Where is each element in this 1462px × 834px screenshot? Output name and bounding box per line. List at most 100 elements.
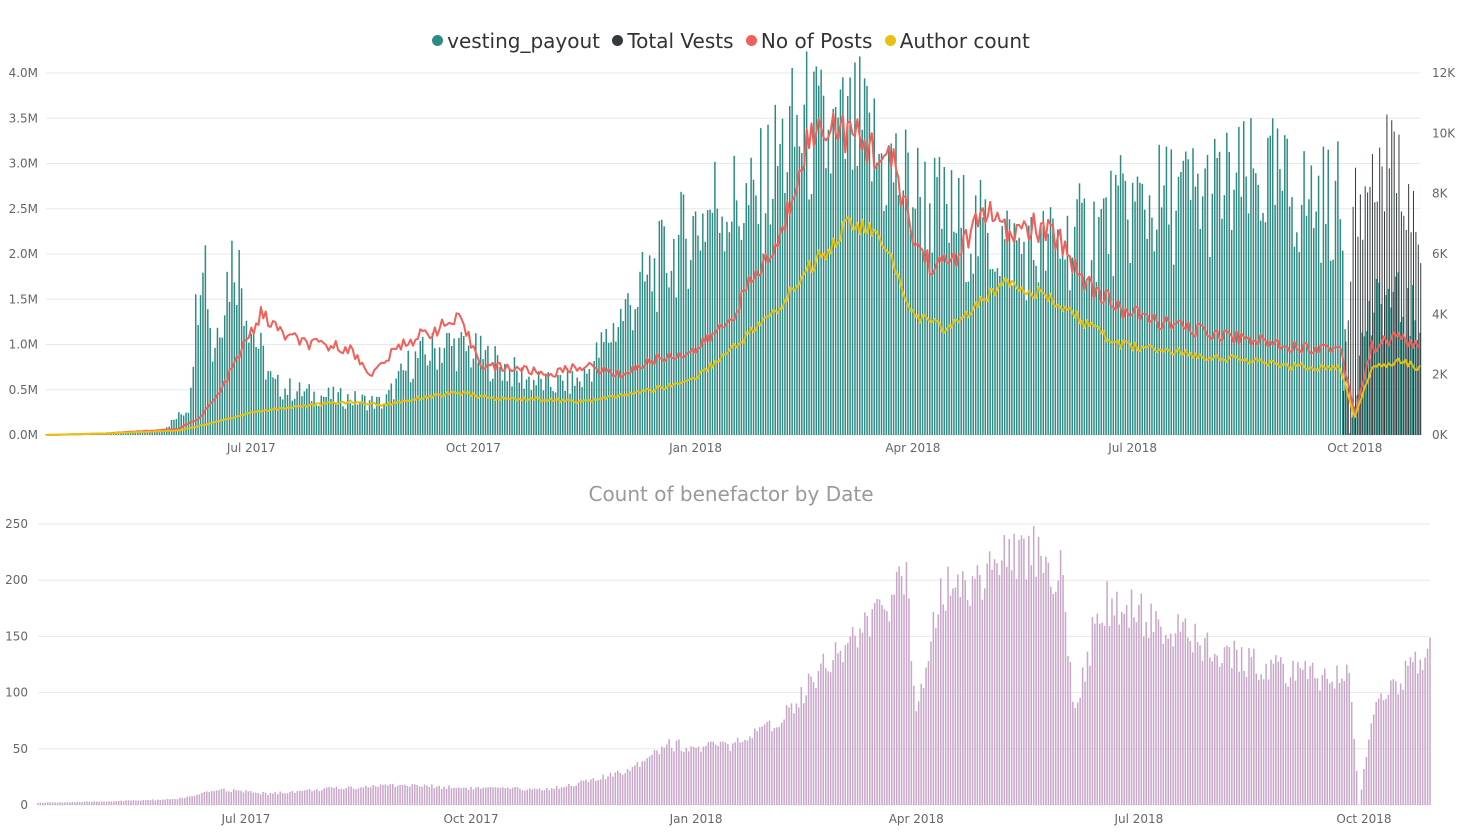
benefactor-bar bbox=[276, 794, 279, 805]
top-chart-lines bbox=[45, 112, 1421, 436]
vesting-payout-bar bbox=[293, 398, 296, 435]
vesting-payout-bar bbox=[718, 232, 721, 435]
benefactor-bar bbox=[675, 740, 678, 805]
benefactor-bar bbox=[590, 779, 592, 805]
vesting-payout-bar bbox=[735, 200, 738, 435]
benefactor-bar bbox=[1350, 702, 1353, 805]
benefactor-bar bbox=[1111, 598, 1113, 805]
vesting-payout-bar bbox=[1250, 118, 1252, 435]
vesting-payout-bar bbox=[250, 333, 253, 435]
left-axis-tick-label: 2.0M bbox=[9, 247, 38, 261]
vesting-payout-bar bbox=[1368, 300, 1371, 435]
benefactor-bar bbox=[824, 668, 827, 805]
vesting-payout-bar bbox=[499, 367, 501, 435]
vesting-payout-bar bbox=[525, 379, 528, 435]
vesting-payout-bar bbox=[1407, 288, 1409, 435]
benefactor-bar bbox=[768, 720, 771, 805]
benefactor-bar bbox=[979, 574, 981, 805]
benefactor-bar bbox=[372, 785, 374, 805]
benefactor-bar bbox=[555, 785, 558, 805]
benefactor-bar bbox=[577, 782, 580, 805]
vesting-payout-bar bbox=[1028, 225, 1030, 435]
vesting-payout-bar bbox=[982, 217, 984, 435]
benefactor-bar bbox=[301, 790, 303, 805]
benefactor-bar bbox=[1338, 682, 1341, 805]
benefactor-bar bbox=[1245, 676, 1248, 805]
benefactor-bar bbox=[859, 628, 861, 805]
vesting-payout-bar bbox=[919, 196, 921, 435]
vesting-payout-bar bbox=[938, 156, 941, 435]
benefactor-bar bbox=[624, 773, 626, 805]
vesting-payout-bar bbox=[562, 380, 564, 435]
vesting-payout-bar bbox=[1153, 251, 1156, 435]
benefactor-bar bbox=[440, 788, 443, 805]
legend-item-author-count[interactable]: Author count bbox=[884, 29, 1030, 53]
benefactor-bar bbox=[328, 787, 330, 805]
benefactor-bar bbox=[996, 563, 998, 805]
vesting-payout-bar bbox=[904, 129, 907, 435]
total-vests-bar bbox=[1405, 230, 1407, 435]
benefactor-bar bbox=[839, 650, 842, 805]
vesting-payout-bar bbox=[1042, 211, 1045, 435]
benefactor-bar bbox=[886, 611, 888, 805]
vesting-payout-bar bbox=[788, 106, 791, 435]
benefactor-bar bbox=[1211, 661, 1214, 805]
vesting-payout-bar bbox=[245, 320, 248, 435]
vesting-payout-bar bbox=[1192, 148, 1194, 435]
vesting-payout-bar bbox=[414, 351, 417, 435]
benefactor-bar bbox=[135, 800, 137, 805]
legend-item-no-of-posts[interactable]: No of Posts bbox=[745, 29, 872, 53]
benefactor-bar bbox=[1221, 662, 1223, 805]
vesting-payout-bar bbox=[653, 258, 656, 435]
vesting-payout-bar bbox=[600, 332, 603, 435]
benefactor-bar bbox=[56, 802, 59, 805]
legend-item-total-vests[interactable]: Total Vests bbox=[612, 29, 734, 53]
vesting-payout-bar bbox=[1199, 228, 1202, 435]
benefactor-bar bbox=[952, 588, 954, 805]
vesting-payout-bar bbox=[479, 335, 482, 435]
legend-marker-no-of-posts bbox=[745, 35, 757, 46]
benefactor-bar bbox=[132, 800, 135, 805]
vesting-payout-bar bbox=[1112, 276, 1115, 435]
benefactor-bar bbox=[362, 787, 365, 805]
vesting-payout-bar bbox=[895, 133, 897, 436]
benefactor-bar bbox=[599, 779, 602, 805]
vesting-payout-bar bbox=[1315, 211, 1317, 435]
legend-item-vesting-payout[interactable]: vesting_payout bbox=[432, 29, 600, 53]
vesting-payout-bar bbox=[675, 297, 678, 435]
benefactor-bar bbox=[294, 792, 296, 805]
vesting-payout-bar bbox=[535, 385, 537, 435]
benefactor-bar bbox=[1262, 679, 1265, 805]
vesting-payout-bar bbox=[994, 271, 996, 435]
vesting-payout-bar bbox=[390, 383, 393, 435]
vesting-payout-bar bbox=[402, 370, 405, 435]
benefactor-bar bbox=[1120, 611, 1123, 805]
benefactor-bar bbox=[776, 727, 778, 805]
vesting-payout-bar bbox=[921, 250, 924, 435]
vesting-payout-bar bbox=[1180, 172, 1182, 435]
benefactor-bar bbox=[641, 761, 644, 805]
total-vests-bar bbox=[1412, 190, 1414, 435]
vesting-payout-bar bbox=[576, 377, 578, 435]
benefactor-bar bbox=[842, 662, 844, 805]
total-vests-bar bbox=[1359, 194, 1361, 435]
benefactor-bar bbox=[218, 790, 220, 805]
benefactor-bar bbox=[1429, 637, 1431, 805]
benefactor-bar bbox=[1145, 621, 1147, 805]
benefactor-bar bbox=[959, 597, 962, 805]
benefactor-bar bbox=[1138, 604, 1140, 805]
benefactor-bar bbox=[223, 788, 225, 805]
vesting-payout-bar bbox=[441, 362, 443, 435]
vesting-payout-bar bbox=[1259, 220, 1262, 435]
right-axis-tick-label: 4K bbox=[1432, 307, 1449, 321]
vesting-payout-bar bbox=[364, 395, 366, 435]
benefactor-bar bbox=[734, 742, 736, 805]
vesting-payout-bar bbox=[1288, 206, 1291, 435]
vesting-payout-bar bbox=[571, 371, 574, 435]
benefactor-bar bbox=[78, 801, 81, 805]
vesting-payout-bar bbox=[1040, 224, 1042, 435]
vesting-payout-bar bbox=[1119, 155, 1122, 435]
vesting-payout-bar bbox=[202, 272, 204, 435]
total-vests-bar bbox=[1374, 202, 1376, 435]
benefactor-bar bbox=[492, 787, 494, 805]
